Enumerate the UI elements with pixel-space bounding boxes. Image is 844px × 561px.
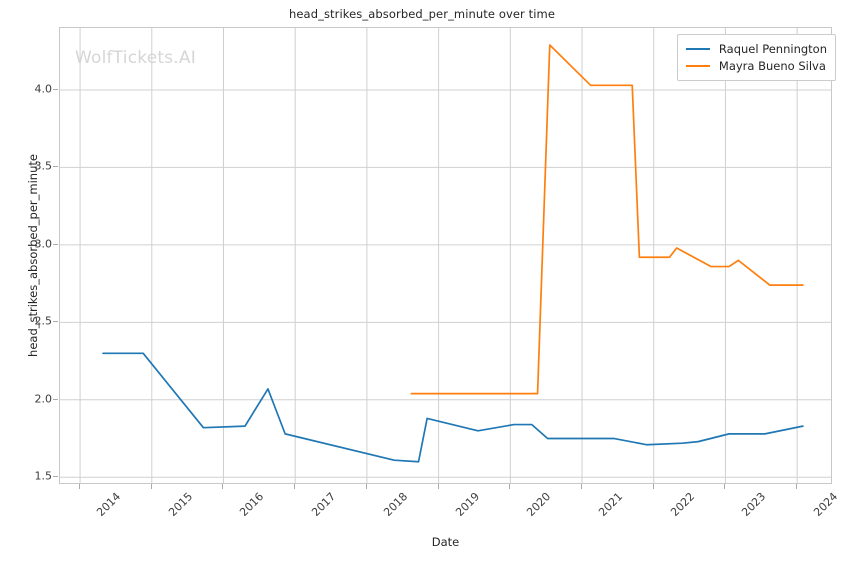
y-tick-mark [53,476,58,478]
legend-color-swatch [685,47,710,50]
grid-lines [60,28,831,483]
legend-item[interactable]: Mayra Bueno Silva [685,57,827,74]
watermark-text: WolfTickets.AI [75,48,196,68]
legend-color-swatch [685,64,710,67]
x-tick-label: 2018 [381,490,411,519]
legend-label: Mayra Bueno Silva [718,58,826,73]
x-tick-mark [724,484,726,489]
x-axis-label: Date [431,535,460,549]
y-tick-label: 3.5 [34,159,53,173]
y-tick-label: 2.5 [34,314,53,328]
x-tick-label: 2015 [165,490,195,519]
x-tick-mark [79,484,81,489]
chart-title: head_strikes_absorbed_per_minute over ti… [288,7,556,21]
x-tick-mark [509,484,511,489]
y-tick-mark [53,243,58,245]
x-tick-mark [652,484,654,489]
legend-item[interactable]: Raquel Pennington [685,40,827,57]
y-tick-mark [53,88,58,90]
x-tick-label: 2021 [596,490,626,519]
x-tick-mark [796,484,798,489]
x-tick-label: 2016 [237,490,267,519]
x-tick-label: 2019 [452,490,482,519]
x-tick-mark [581,484,583,489]
y-axis-ticks: 1.5 2.0 2.5 3.0 3.5 4.0 [0,27,58,484]
y-tick-label: 4.0 [34,82,53,96]
x-tick-mark [150,484,152,489]
x-tick-label: 2023 [739,490,769,519]
y-tick-mark [53,166,58,168]
series-lines [102,44,804,463]
x-axis-ticks: 2014 2015 2016 2017 2018 2019 2020 2021 2022 2023… [59,484,840,536]
y-tick-label: 3.0 [34,237,53,251]
x-tick-mark [437,484,439,489]
legend-label: Raquel Pennington [718,41,827,56]
y-tick-label: 2.0 [34,392,53,406]
x-tick-mark [294,484,296,489]
series-line [102,352,804,463]
x-tick-label: 2017 [309,490,339,519]
x-tick-mark [365,484,367,489]
y-tick-label: 1.5 [34,469,53,483]
plot-area: WolfTickets.AI [59,27,832,484]
y-tick-mark [53,321,58,323]
x-tick-label: 2022 [667,490,697,519]
x-tick-mark [222,484,224,489]
series-line [410,44,804,395]
x-tick-label: 2020 [524,490,554,519]
y-tick-mark [53,398,58,400]
x-tick-label: 2024 [811,490,841,519]
x-tick-label: 2014 [94,490,124,519]
chart-legend: Raquel Pennington Mayra Bueno Silva [676,34,836,81]
